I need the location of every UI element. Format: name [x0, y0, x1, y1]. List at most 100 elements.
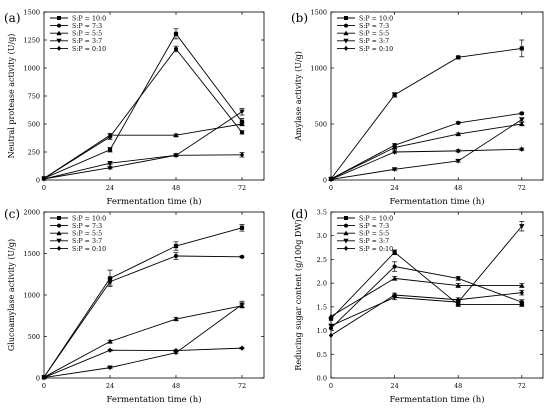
data-point [173, 31, 179, 36]
data-point [392, 264, 397, 269]
series-3 [41, 303, 245, 380]
legend-marker [57, 16, 61, 20]
legend: S:P = 10:0S:P = 7:3S:P = 5:5S:P = 3:7S:P… [50, 215, 106, 253]
legend-entry: S:P = 10:0 [359, 215, 393, 222]
data-point [519, 111, 524, 116]
data-point [239, 302, 245, 308]
data-point [328, 313, 334, 319]
x-tick-label: 72 [238, 382, 246, 390]
data-point [519, 224, 525, 229]
series-line [330, 123, 522, 180]
y-tick-label: 250 [28, 149, 40, 157]
legend-entry: S:P = 7:3 [72, 223, 102, 230]
legend-entry: S:P = 0:10 [359, 246, 393, 253]
x-tick-label: 0 [42, 184, 46, 192]
y-axis-label: Reducing sugar content (g/100g DW) [294, 219, 303, 370]
y-tick-label: 3.0 [317, 232, 327, 240]
data-point [455, 158, 461, 164]
data-point [455, 131, 461, 137]
series-line [330, 225, 523, 327]
data-point [239, 130, 245, 135]
series-line [330, 292, 522, 336]
legend-entry: S:P = 3:7 [72, 238, 102, 245]
legend-marker [57, 45, 61, 51]
legend-entry: S:P = 3:7 [359, 38, 389, 45]
x-tick-label: 72 [238, 184, 246, 192]
series-3 [41, 121, 245, 181]
chart-panel-2: (b) 0 500 1000 1500 0 24 48 72 Fermentation time … [291, 9, 544, 207]
legend-marker [56, 38, 62, 44]
legend-marker [56, 30, 62, 36]
panel-label: (b) [291, 11, 308, 25]
chart-panel-4: (d) 0.0 0.5 1.0 1.5 2.0 2.5 3.0 3.5 0 24 48 72 Fermen… [291, 207, 544, 405]
series-line [330, 47, 522, 180]
data-point [456, 297, 461, 303]
data-point [107, 164, 113, 171]
plot-frame [330, 211, 544, 379]
y-tick-label: 1000 [310, 65, 327, 73]
x-axis-label: Fermentation time (h) [389, 196, 484, 207]
legend-entry: S:P = 5:5 [359, 231, 389, 238]
legend: S:P = 10:0S:P = 7:3S:P = 5:5S:P = 3:7S:P… [50, 15, 106, 53]
series-line [330, 277, 522, 317]
data-point [456, 148, 461, 154]
data-point [519, 121, 525, 127]
data-point [239, 109, 245, 115]
series-line [43, 304, 243, 379]
y-tick-label: 1000 [23, 65, 40, 73]
legend-entry: S:P = 0:10 [72, 46, 106, 53]
legend-marker [57, 216, 61, 220]
y-axis-label: Glucoamylase activity (U/g) [7, 239, 16, 351]
panel-label: (a) [4, 11, 21, 25]
series-5 [41, 345, 245, 381]
y-tick-label: 1250 [23, 37, 40, 45]
legend-entry: S:P = 3:7 [72, 38, 102, 45]
x-axis-label: Fermentation time (h) [389, 394, 484, 405]
series-line [43, 227, 243, 378]
legend-marker [344, 23, 348, 28]
legend-marker [344, 245, 348, 251]
data-point [456, 120, 461, 125]
data-point [519, 117, 525, 123]
data-point [519, 282, 525, 288]
data-point [239, 254, 245, 259]
x-tick-label: 72 [518, 184, 526, 192]
series-4 [41, 107, 245, 182]
y-tick-label: 0.5 [317, 351, 327, 359]
series-4 [41, 300, 245, 381]
y-tick-label: 2000 [23, 209, 40, 217]
x-tick-label: 24 [390, 382, 398, 390]
series-line [330, 119, 523, 180]
y-axis-label: Amylase activity (U/g) [294, 51, 303, 142]
y-tick-label: 500 [28, 121, 40, 129]
legend-entry: S:P = 10:0 [359, 15, 393, 22]
x-tick-label: 24 [106, 184, 114, 192]
data-point [107, 279, 113, 284]
panel-label: (c) [4, 207, 20, 221]
data-point [392, 149, 397, 155]
data-point [107, 161, 113, 166]
legend-marker [343, 30, 349, 36]
legend-entry: S:P = 7:3 [359, 223, 389, 230]
legend-entry: S:P = 10:0 [72, 215, 106, 222]
legend-marker [344, 16, 348, 20]
y-tick-label: 1500 [310, 9, 327, 17]
x-axis-label: Fermentation time (h) [106, 196, 201, 207]
series-line [330, 112, 522, 180]
legend-entry: S:P = 5:5 [72, 231, 102, 238]
y-tick-label: 1500 [23, 250, 40, 258]
series-line [330, 251, 522, 320]
legend-marker [56, 238, 62, 244]
data-point [41, 374, 47, 381]
y-tick-label: 1.5 [317, 303, 327, 311]
series-5 [328, 146, 525, 183]
chart-panel-3: (c) 0 500 1000 1500 2000 0 24 48 72 Fermentation t… [4, 207, 265, 405]
series-line [43, 123, 243, 179]
data-point [173, 132, 179, 138]
plot-frame [330, 11, 544, 181]
series-line [43, 347, 243, 379]
series-line [43, 305, 243, 378]
data-point [107, 147, 113, 152]
data-point [392, 250, 397, 255]
legend-marker [344, 45, 348, 51]
